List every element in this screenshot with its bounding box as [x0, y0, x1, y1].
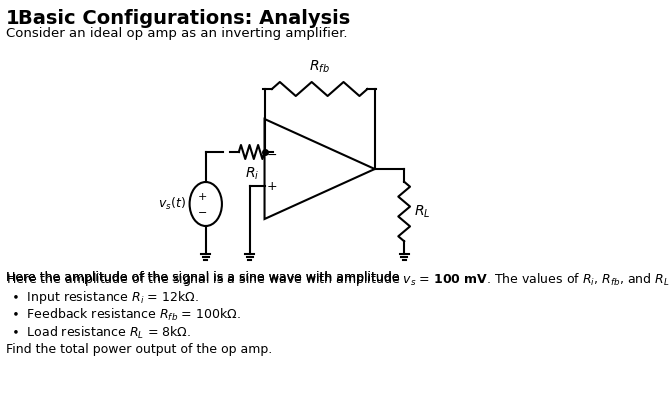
Text: $+$: $+$	[197, 192, 207, 203]
Text: $v_s(t)$: $v_s(t)$	[158, 196, 186, 212]
Text: $\bullet$  Feedback resistance $R_{fb}$ = 100k$\Omega$.: $\bullet$ Feedback resistance $R_{fb}$ =…	[11, 307, 241, 323]
Text: Basic Configurations: Analysis: Basic Configurations: Analysis	[18, 9, 351, 28]
Text: $R_i$: $R_i$	[244, 166, 259, 182]
Text: Consider an ideal op amp as an inverting amplifier.: Consider an ideal op amp as an inverting…	[6, 27, 348, 40]
Text: Find the total power output of the op amp.: Find the total power output of the op am…	[6, 343, 272, 356]
Text: Here the amplitude of the signal is a sine wave with amplitude: Here the amplitude of the signal is a si…	[6, 271, 403, 284]
Text: $R_L$: $R_L$	[415, 203, 431, 220]
Text: $+$: $+$	[266, 180, 278, 194]
Text: $-$: $-$	[197, 206, 207, 216]
Text: Here the amplitude of the signal is a sine wave with amplitude $v_s$ = $\mathbf{: Here the amplitude of the signal is a si…	[6, 271, 671, 288]
Text: $-$: $-$	[266, 148, 277, 160]
Text: 1: 1	[6, 9, 19, 28]
Text: $\bullet$  Load resistance $R_L$ = 8k$\Omega$.: $\bullet$ Load resistance $R_L$ = 8k$\Om…	[11, 325, 191, 341]
Text: $R_{fb}$: $R_{fb}$	[309, 59, 330, 75]
Text: Here the amplitude of the signal is a sine wave with amplitude: Here the amplitude of the signal is a si…	[6, 271, 403, 284]
Text: $\bullet$  Input resistance $R_i$ = 12k$\Omega$.: $\bullet$ Input resistance $R_i$ = 12k$\…	[11, 289, 199, 306]
